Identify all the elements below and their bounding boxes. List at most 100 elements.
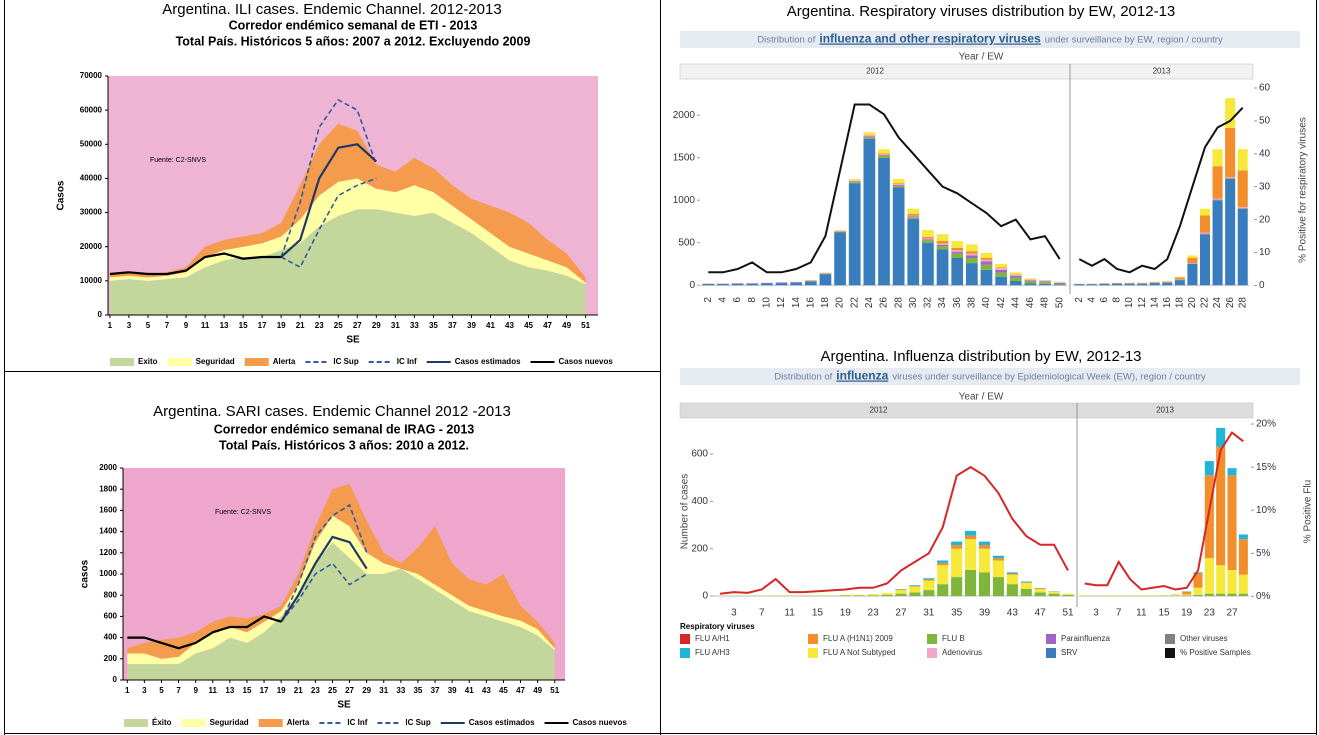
bar — [892, 183, 905, 185]
bar — [1237, 149, 1248, 171]
bar — [965, 539, 977, 570]
x-tick-label: 45 — [524, 321, 533, 330]
bar — [965, 253, 978, 256]
bar — [1048, 591, 1060, 594]
legend-label: IC Sup — [333, 357, 358, 366]
legend-label: Parainfluenza — [1061, 634, 1110, 643]
x-tick-label: 51 — [550, 686, 559, 695]
bar — [1174, 277, 1185, 280]
bar — [892, 184, 905, 185]
area-band — [127, 515, 555, 665]
y-tick-label: 1600 — [99, 506, 117, 515]
y-tick-label: 200 — [691, 543, 708, 554]
y2-tick-label: 60 — [1259, 83, 1271, 94]
x-tick-label: 34 — [937, 297, 948, 309]
bar — [1162, 282, 1173, 286]
legend-label: IC Inf — [397, 357, 417, 366]
x-tick-label: 21 — [296, 321, 305, 330]
bar — [965, 255, 978, 258]
x-tick-label: 17 — [260, 686, 269, 695]
x-tick-label: 24 — [864, 297, 875, 309]
bar — [895, 593, 907, 597]
bar — [951, 541, 963, 546]
x-tick-label: 43 — [505, 321, 514, 330]
y-tick-label: 1200 — [99, 548, 117, 557]
y-tick-label: 1000 — [673, 195, 696, 206]
bar — [992, 560, 1004, 578]
bar — [1006, 574, 1018, 585]
legend-label: FLU A/H1 — [695, 634, 730, 643]
x-tick-label: 30 — [908, 297, 919, 309]
x-tick-label: 45 — [499, 686, 508, 695]
x-tick-label: 11 — [784, 608, 795, 619]
annotation: Fuente: C2-SNVS — [215, 509, 271, 516]
bar — [978, 541, 991, 546]
legend-label: Exito — [138, 357, 158, 366]
bar — [1204, 593, 1214, 597]
bar — [1009, 280, 1022, 286]
bar — [1227, 468, 1237, 476]
y2-tick-label: 40 — [1259, 148, 1271, 159]
bar — [1199, 208, 1211, 216]
bar — [980, 264, 993, 270]
x-tick-label: 15 — [239, 321, 248, 330]
bar — [717, 283, 729, 286]
legend-swatch — [124, 719, 148, 727]
bar — [1182, 591, 1192, 595]
x-tick-label: 22 — [849, 297, 860, 309]
bar — [995, 276, 1007, 286]
bar — [878, 154, 890, 156]
legend-label: % Positive Samples — [1180, 648, 1251, 657]
legend-swatch — [110, 358, 134, 366]
bar — [834, 231, 846, 233]
series-line — [708, 103, 1061, 274]
x-tick-label: 13 — [220, 321, 229, 330]
bar — [892, 185, 905, 188]
bar — [965, 569, 977, 597]
chart-title: Corredor endémico semanal de ETI - 2013 — [229, 18, 478, 32]
bar — [980, 258, 993, 260]
chart-caption: Argentina. Influenza distribution by EW,… — [820, 348, 1141, 365]
bar — [936, 241, 949, 244]
bar — [878, 155, 890, 156]
x-tick-label: 12 — [1137, 297, 1148, 309]
bar — [1009, 277, 1022, 281]
bar — [978, 572, 991, 597]
y-axis-label: Casos — [56, 180, 67, 210]
x-tick-label: 14 — [791, 297, 802, 309]
x-tick-label: 16 — [805, 297, 816, 309]
x-tick-label: 27 — [895, 608, 907, 619]
x-tick-label: 49 — [562, 321, 571, 330]
series-line — [280, 535, 368, 623]
chart: Argentina. SARI cases. Endemic Channel 2… — [80, 403, 628, 727]
y2-tick-label: 10 — [1259, 247, 1271, 258]
legend-title: Respiratory viruses — [680, 622, 755, 631]
subtitle-part: influenza and other respiratory viruses — [819, 32, 1041, 46]
x-tick-label: 35 — [429, 321, 438, 330]
chart-caption: Argentina. SARI cases. Endemic Channel 2… — [153, 403, 511, 420]
legend-swatch — [167, 358, 192, 366]
header-band — [680, 368, 1300, 385]
x-tick-label: 46 — [1025, 297, 1036, 309]
bar — [922, 242, 934, 286]
x-tick-label: 5 — [159, 686, 164, 695]
bar — [892, 178, 905, 184]
legend-label: FLU A (H1N1) 2009 — [823, 634, 893, 643]
x-tick-label: 36 — [952, 297, 963, 309]
subtitle-part: Distribution of — [774, 371, 832, 382]
x-tick-label: 10 — [762, 297, 773, 309]
legend-swatch — [1165, 634, 1175, 644]
x-tick-label: 15 — [243, 686, 252, 695]
x-tick-label: 23 — [315, 321, 324, 330]
bar — [922, 236, 934, 239]
legend-label: SRV — [1061, 648, 1078, 657]
legend-swatch — [181, 719, 206, 727]
bar — [907, 218, 920, 286]
x-tick-label: 11 — [1136, 608, 1147, 619]
chart-caption: Argentina. ILI cases. Endemic Channel. 2… — [162, 1, 501, 18]
y2-axis-label: % Positive for respiratory viruses — [1298, 117, 1309, 263]
bar — [1024, 281, 1037, 284]
bar — [1053, 283, 1066, 285]
y-tick-label: 2000 — [99, 463, 117, 472]
